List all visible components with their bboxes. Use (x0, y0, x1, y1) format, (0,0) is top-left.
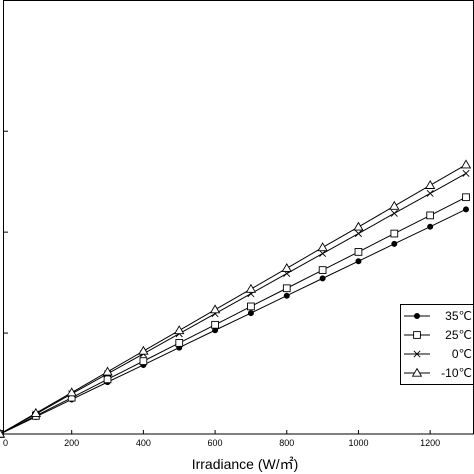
marker-open-triangle (66, 387, 77, 397)
marker-filled-circle (462, 206, 469, 213)
marker-open-triangle (174, 325, 185, 335)
marker-cross (426, 189, 434, 197)
marker-filled-circle (319, 275, 326, 282)
marker-filled-circle (413, 312, 420, 319)
marker-open-square (175, 339, 184, 347)
marker-open-triangle (245, 283, 257, 293)
marker-open-square (139, 357, 148, 365)
series-3 (0, 159, 472, 438)
marker-open-square (462, 193, 470, 202)
marker-open-triangle (0, 428, 6, 438)
legend-box (400, 304, 474, 385)
x-tick-label: 400 (136, 438, 151, 448)
x-tick-label: 800 (279, 438, 294, 448)
legend-label: -10℃ (441, 366, 472, 380)
x-tick-label: 1000 (348, 438, 368, 448)
marker-filled-circle (283, 292, 290, 299)
marker-open-triangle (281, 262, 292, 272)
legend-label: 0℃ (452, 347, 472, 361)
marker-open-square (318, 266, 327, 274)
marker-open-triangle (411, 367, 423, 377)
x-tick-label: 0 (3, 438, 8, 448)
marker-cross (390, 209, 398, 217)
series-line (0, 196, 467, 435)
marker-open-triangle (209, 304, 221, 314)
marker-open-square (282, 284, 291, 293)
marker-filled-circle (391, 240, 398, 247)
plot-area (0, 159, 472, 438)
marker-open-square (413, 331, 421, 339)
legend-label: 25℃ (445, 328, 472, 342)
marker-open-triangle (138, 345, 149, 355)
marker-open-triangle (353, 221, 364, 231)
marker-cross (354, 230, 362, 238)
legend: 35℃ 25℃ 0℃ -10℃ (400, 304, 474, 385)
marker-filled-circle (247, 310, 254, 317)
marker-open-square (390, 229, 399, 238)
x-tick-label: 200 (64, 438, 79, 448)
marker-open-triangle (424, 180, 436, 189)
marker-filled-circle (427, 223, 434, 230)
x-tick-label: 1200 (420, 438, 440, 448)
marker-filled-circle (355, 258, 362, 265)
marker-open-triangle (317, 242, 328, 252)
marker-open-triangle (102, 366, 113, 376)
marker-open-square (354, 248, 363, 256)
x-tick-label: 600 (208, 438, 223, 448)
marker-cross (319, 250, 327, 258)
marker-open-square (211, 320, 219, 329)
marker-cross (462, 169, 470, 177)
marker-open-triangle (460, 159, 472, 169)
marker-cross (413, 350, 421, 358)
marker-open-triangle (389, 200, 400, 210)
series-line (0, 172, 467, 435)
series-1 (0, 193, 470, 438)
marker-open-square (103, 375, 112, 384)
marker-open-triangle (30, 407, 42, 417)
marker-open-square (247, 302, 255, 311)
x-axis-title: Irradiance (W/㎡) (192, 456, 299, 472)
legend-label: 35℃ (445, 309, 472, 323)
series-line (0, 164, 467, 435)
marker-open-square (426, 211, 435, 220)
series-line (0, 208, 467, 435)
series-0 (0, 206, 469, 437)
